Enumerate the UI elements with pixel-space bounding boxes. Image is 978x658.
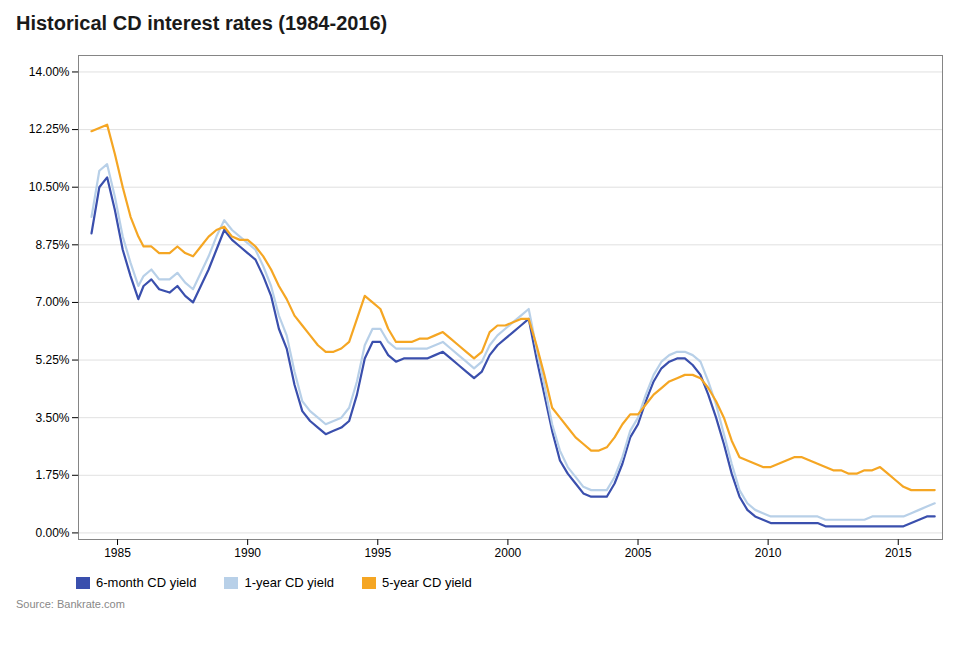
svg-text:2015: 2015 [885, 546, 912, 560]
svg-text:1985: 1985 [104, 546, 131, 560]
svg-text:1.75%: 1.75% [35, 468, 69, 482]
html-text:1-year CD yield: 1-year CD yield [244, 575, 334, 590]
svg-text:2005: 2005 [625, 546, 652, 560]
svg-text:2010: 2010 [755, 546, 782, 560]
html-text:6-month CD yield: 6-month CD yield [96, 575, 197, 590]
svg-text:3.50%: 3.50% [35, 411, 69, 425]
html-text:Historical CD interest rates (: Historical CD interest rates (1984-2016) [16, 12, 388, 34]
svg-text:8.75%: 8.75% [35, 238, 69, 252]
html-text:5-year CD yield: 5-year CD yield [382, 575, 472, 590]
svg-text:1995: 1995 [364, 546, 391, 560]
html-text:Source: Bankrate.com: Source: Bankrate.com [16, 598, 125, 610]
svg-text:1990: 1990 [234, 546, 261, 560]
svg-text:7.00%: 7.00% [35, 295, 69, 309]
svg-text:12.25%: 12.25% [29, 122, 70, 136]
svg-text:10.50%: 10.50% [29, 180, 70, 194]
svg-text:5.25%: 5.25% [35, 353, 69, 367]
svg-text:0.00%: 0.00% [35, 526, 69, 540]
svg-text:14.00%: 14.00% [29, 65, 70, 79]
svg-text:2000: 2000 [495, 546, 522, 560]
